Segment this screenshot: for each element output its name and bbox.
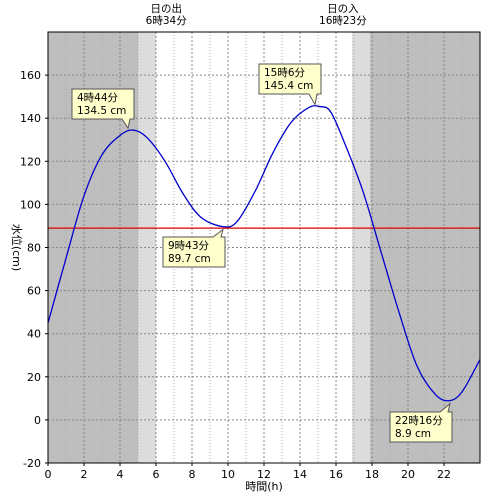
sunset-time: 16時23分 (319, 15, 367, 27)
tide-data-point (290, 122, 292, 124)
y-axis-label: 水位(cm) (10, 224, 24, 271)
axes-labels: -20 0 20 40 60 80 100 120 140 160 0 2 4 6 8 10 12 14 16 18 2… (10, 69, 451, 493)
tide-data-point (164, 160, 166, 162)
x-tick-label: 2 (81, 468, 88, 481)
tide-data-point (319, 106, 321, 108)
annotation-value: 145.4 cm (264, 80, 313, 92)
x-tick-label: 18 (365, 468, 379, 481)
x-tick-label: 4 (117, 468, 124, 481)
y-tick-label: 100 (20, 198, 41, 211)
tide-data-point (461, 391, 463, 393)
tide-data-point (65, 257, 67, 259)
tide-data-point (182, 193, 184, 195)
tide-data-point (434, 393, 436, 395)
tide-data-point (101, 154, 103, 156)
x-tick-label: 20 (401, 468, 415, 481)
tide-data-point (254, 191, 256, 193)
x-tick-label: 14 (293, 468, 307, 481)
tide-data-point (330, 111, 332, 113)
annotation-box (71, 88, 135, 130)
y-tick-label: 60 (27, 285, 41, 298)
y-tick-label: 80 (27, 242, 41, 255)
annotation-time: 9時43分 (168, 240, 210, 252)
annotation-time: 22時16分 (395, 415, 443, 427)
y-tick-label: 20 (27, 371, 41, 384)
annotation-value: 134.5 cm (77, 105, 126, 117)
y-tick-label: 40 (27, 328, 41, 341)
tide-data-point (83, 195, 85, 197)
tide-data-point (236, 221, 238, 223)
y-tick-label: 140 (20, 112, 41, 125)
y-tick-label: 120 (20, 155, 41, 168)
tide-data-point (344, 143, 346, 145)
sunset-label: 日の入 (327, 3, 359, 15)
tide-data-point (416, 365, 418, 367)
tide-level-line (47, 105, 481, 402)
sunrise-label: 日の出 (150, 2, 182, 15)
x-tick-label: 12 (257, 468, 271, 481)
x-tick-label: 8 (189, 468, 196, 481)
sunrise-time: 6時34分 (146, 15, 188, 27)
morning-twilight-band (138, 32, 156, 463)
tide-data-point (132, 129, 134, 131)
x-tick-label: 10 (221, 468, 235, 481)
annotation-time: 4時44分 (77, 92, 119, 104)
tide-data-point (308, 107, 310, 109)
tide-data-point (200, 216, 202, 218)
tide-data-point (119, 135, 121, 137)
tide-data-point (448, 400, 450, 402)
annotation-box (258, 63, 322, 106)
tide-data-point (362, 191, 364, 193)
annotation-value: 89.7 cm (168, 253, 211, 265)
tide-data-point (380, 251, 382, 253)
x-tick-label: 6 (153, 468, 160, 481)
tide-series-group (47, 105, 481, 402)
annotation-box (389, 402, 453, 443)
x-tick-label: 0 (45, 468, 52, 481)
tide-data-point (146, 137, 148, 139)
y-tick-label: -20 (23, 457, 41, 470)
x-tick-label: 22 (437, 468, 451, 481)
annotation-time: 15時6分 (264, 67, 306, 79)
x-axis-label: 時間(h) (245, 480, 283, 493)
x-tick-label: 16 (329, 468, 343, 481)
annotation-box (162, 228, 226, 268)
tide-data-point (398, 311, 400, 313)
y-tick-label: 0 (34, 414, 41, 427)
annotation-value: 8.9 cm (395, 428, 431, 440)
tide-data-point (272, 152, 274, 154)
y-tick-label: 160 (20, 69, 41, 82)
tide-data-point (222, 226, 224, 228)
